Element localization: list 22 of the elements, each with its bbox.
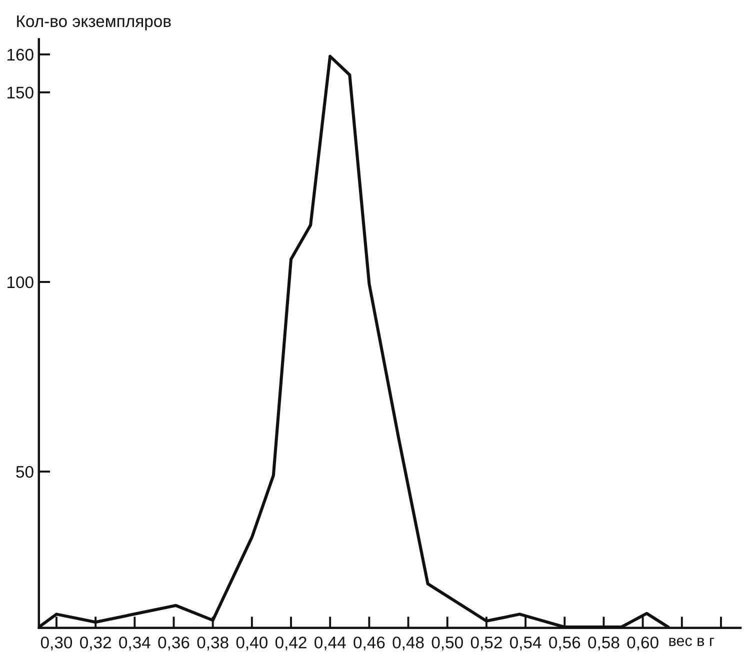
x-tick-label: 0,34 <box>119 636 150 650</box>
x-axis-title: вес в г <box>669 638 714 646</box>
y-tick-label: 100 <box>8 276 34 288</box>
x-tick-label: 0,50 <box>432 636 463 650</box>
x-tick-label: 0,46 <box>354 636 385 650</box>
x-tick-label: 0,36 <box>158 636 190 650</box>
y-tick-label: 150 <box>8 86 34 99</box>
x-tick-label: 0,38 <box>197 636 228 650</box>
x-tick-label: 0,48 <box>392 636 424 650</box>
y-tick-label: 160 <box>8 48 34 61</box>
x-tick-label: 0,44 <box>314 636 346 650</box>
x-tick-label: 0,54 <box>510 636 542 650</box>
x-tick-label: 0,60 <box>627 636 658 650</box>
y-tick-label: 50 <box>16 466 34 478</box>
x-tick-label: 0,30 <box>40 636 72 650</box>
x-tick-label: 0,42 <box>275 636 306 650</box>
x-tick-label: 0,58 <box>588 636 620 650</box>
x-tick-label: 0,56 <box>549 636 580 650</box>
x-tick-label: 0,32 <box>80 636 111 650</box>
y-axis-title: Кол-во экземпляров <box>17 15 171 30</box>
x-tick-label: 0,40 <box>236 636 268 650</box>
x-tick-label: 0,52 <box>470 636 502 650</box>
